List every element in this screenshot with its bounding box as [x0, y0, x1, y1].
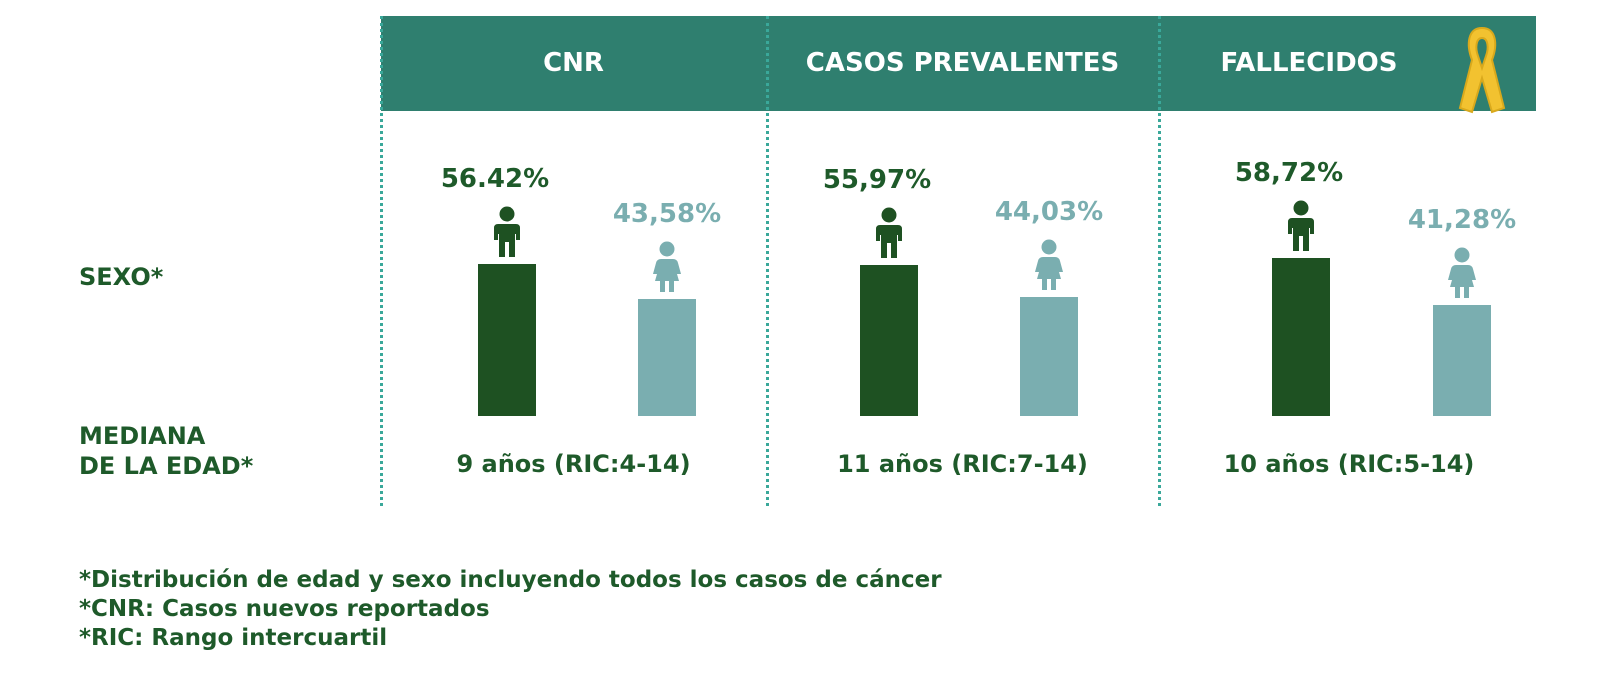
male-percentage-label-2: 58,72%	[1234, 157, 1344, 188]
male-percentage-label-0: 56.42%	[440, 163, 550, 194]
footnote: *Distribución de edad y sexo incluyendo …	[79, 567, 942, 593]
median-age-casos-prevalentes: 11 años (RIC:7-14)	[837, 450, 1088, 478]
male-bar-0	[478, 263, 536, 416]
boy-figure-icon	[1284, 200, 1318, 256]
girl-figure-icon	[1032, 239, 1066, 295]
female-percentage-label-1: 44,03%	[994, 197, 1104, 228]
girl-figure-icon	[650, 241, 684, 297]
male-bar-2	[1272, 257, 1330, 416]
column-title-casos-prevalentes: CASOS PREVALENTES	[805, 48, 1120, 78]
footnotes: *Distribución de edad y sexo incluyendo …	[79, 566, 942, 653]
column-title-cnr: CNR	[543, 48, 604, 78]
median-age-fallecidos: 10 años (RIC:5-14)	[1223, 450, 1475, 478]
female-bar-1	[1020, 297, 1078, 416]
row-label-sexo: SEXO*	[79, 263, 164, 291]
column-title-fallecidos: FALLECIDOS	[1220, 48, 1398, 78]
footnote: *RIC: Rango intercuartil	[79, 625, 388, 651]
row-label-mediana: MEDIANA DE LA EDAD*	[79, 422, 254, 480]
column-divider	[1158, 16, 1161, 506]
boy-figure-icon	[490, 206, 524, 262]
awareness-ribbon-icon	[1458, 26, 1506, 114]
boy-figure-icon	[872, 207, 906, 263]
female-bar-0	[638, 298, 696, 416]
median-age-cnr: 9 años (RIC:4-14)	[456, 450, 691, 478]
footnote: *CNR: Casos nuevos reportados	[79, 596, 490, 622]
female-bar-2	[1433, 304, 1491, 416]
female-percentage-label-2: 41,28%	[1407, 204, 1517, 235]
column-divider	[380, 16, 383, 506]
male-bar-1	[860, 265, 918, 416]
girl-figure-icon	[1445, 247, 1479, 303]
female-percentage-label-0: 43,58%	[612, 198, 722, 229]
male-percentage-label-1: 55,97%	[822, 165, 932, 196]
header-bar	[381, 16, 1536, 111]
column-divider	[766, 16, 769, 506]
